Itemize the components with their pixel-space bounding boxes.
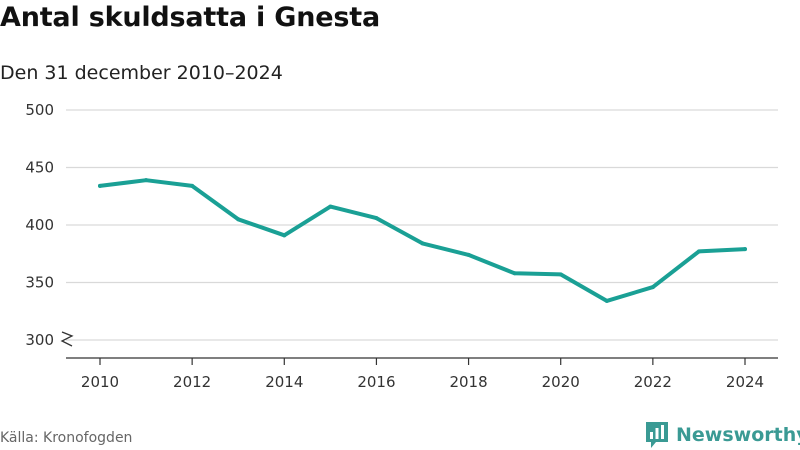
x-tick-label: 2022: [634, 373, 672, 391]
data-point-2020: [558, 272, 563, 277]
data-point-2021: [604, 298, 609, 303]
data-point-2011: [144, 178, 149, 183]
y-tick-labels: 300 350 400 450 500: [25, 101, 54, 349]
x-tick-label: 2014: [265, 373, 303, 391]
axis-break-icon: [60, 331, 74, 347]
line-chart: 300 350 400 450 500 2010 2012 2014 2016 2018 2020…: [25, 101, 778, 391]
newsworthy-logo: Newsworthy: [644, 420, 800, 450]
gridlines: [60, 109, 778, 347]
x-tick-label: 2020: [542, 373, 580, 391]
data-point-2019: [512, 271, 517, 276]
x-tick-label: 2018: [449, 373, 487, 391]
data-point-2015: [328, 204, 333, 209]
chart-title: Antal skuldsatta i Gnesta: [0, 2, 381, 33]
data-point-2014: [282, 233, 287, 238]
y-tick-label: 350: [25, 274, 54, 292]
data-point-2017: [420, 241, 425, 246]
x-tick-label: 2010: [81, 373, 119, 391]
data-point-2013: [236, 217, 241, 222]
data-series: [98, 178, 747, 303]
y-tick-label: 400: [25, 216, 54, 234]
source-note: Källa: Kronofogden: [0, 430, 133, 446]
data-point-2010: [98, 183, 102, 188]
x-axis: 2010 2012 2014 2016 2018 2020 2022 2024: [66, 357, 778, 391]
data-point-2012: [190, 183, 195, 188]
data-point-2016: [374, 216, 379, 221]
x-tick-label: 2016: [357, 373, 395, 391]
x-tick-label: 2024: [726, 373, 764, 391]
y-tick-label: 300: [25, 331, 54, 349]
y-tick-label: 500: [25, 101, 54, 119]
data-point-2024: [743, 247, 747, 252]
data-point-2018: [466, 252, 471, 257]
brand-name: Newsworthy: [676, 424, 800, 446]
data-point-2023: [696, 249, 701, 254]
newsworthy-logo-icon: [646, 422, 668, 448]
data-point-2022: [650, 285, 655, 290]
x-tick-label: 2012: [173, 373, 211, 391]
chart-subtitle: Den 31 december 2010–2024: [0, 62, 283, 84]
y-tick-label: 450: [25, 159, 54, 177]
